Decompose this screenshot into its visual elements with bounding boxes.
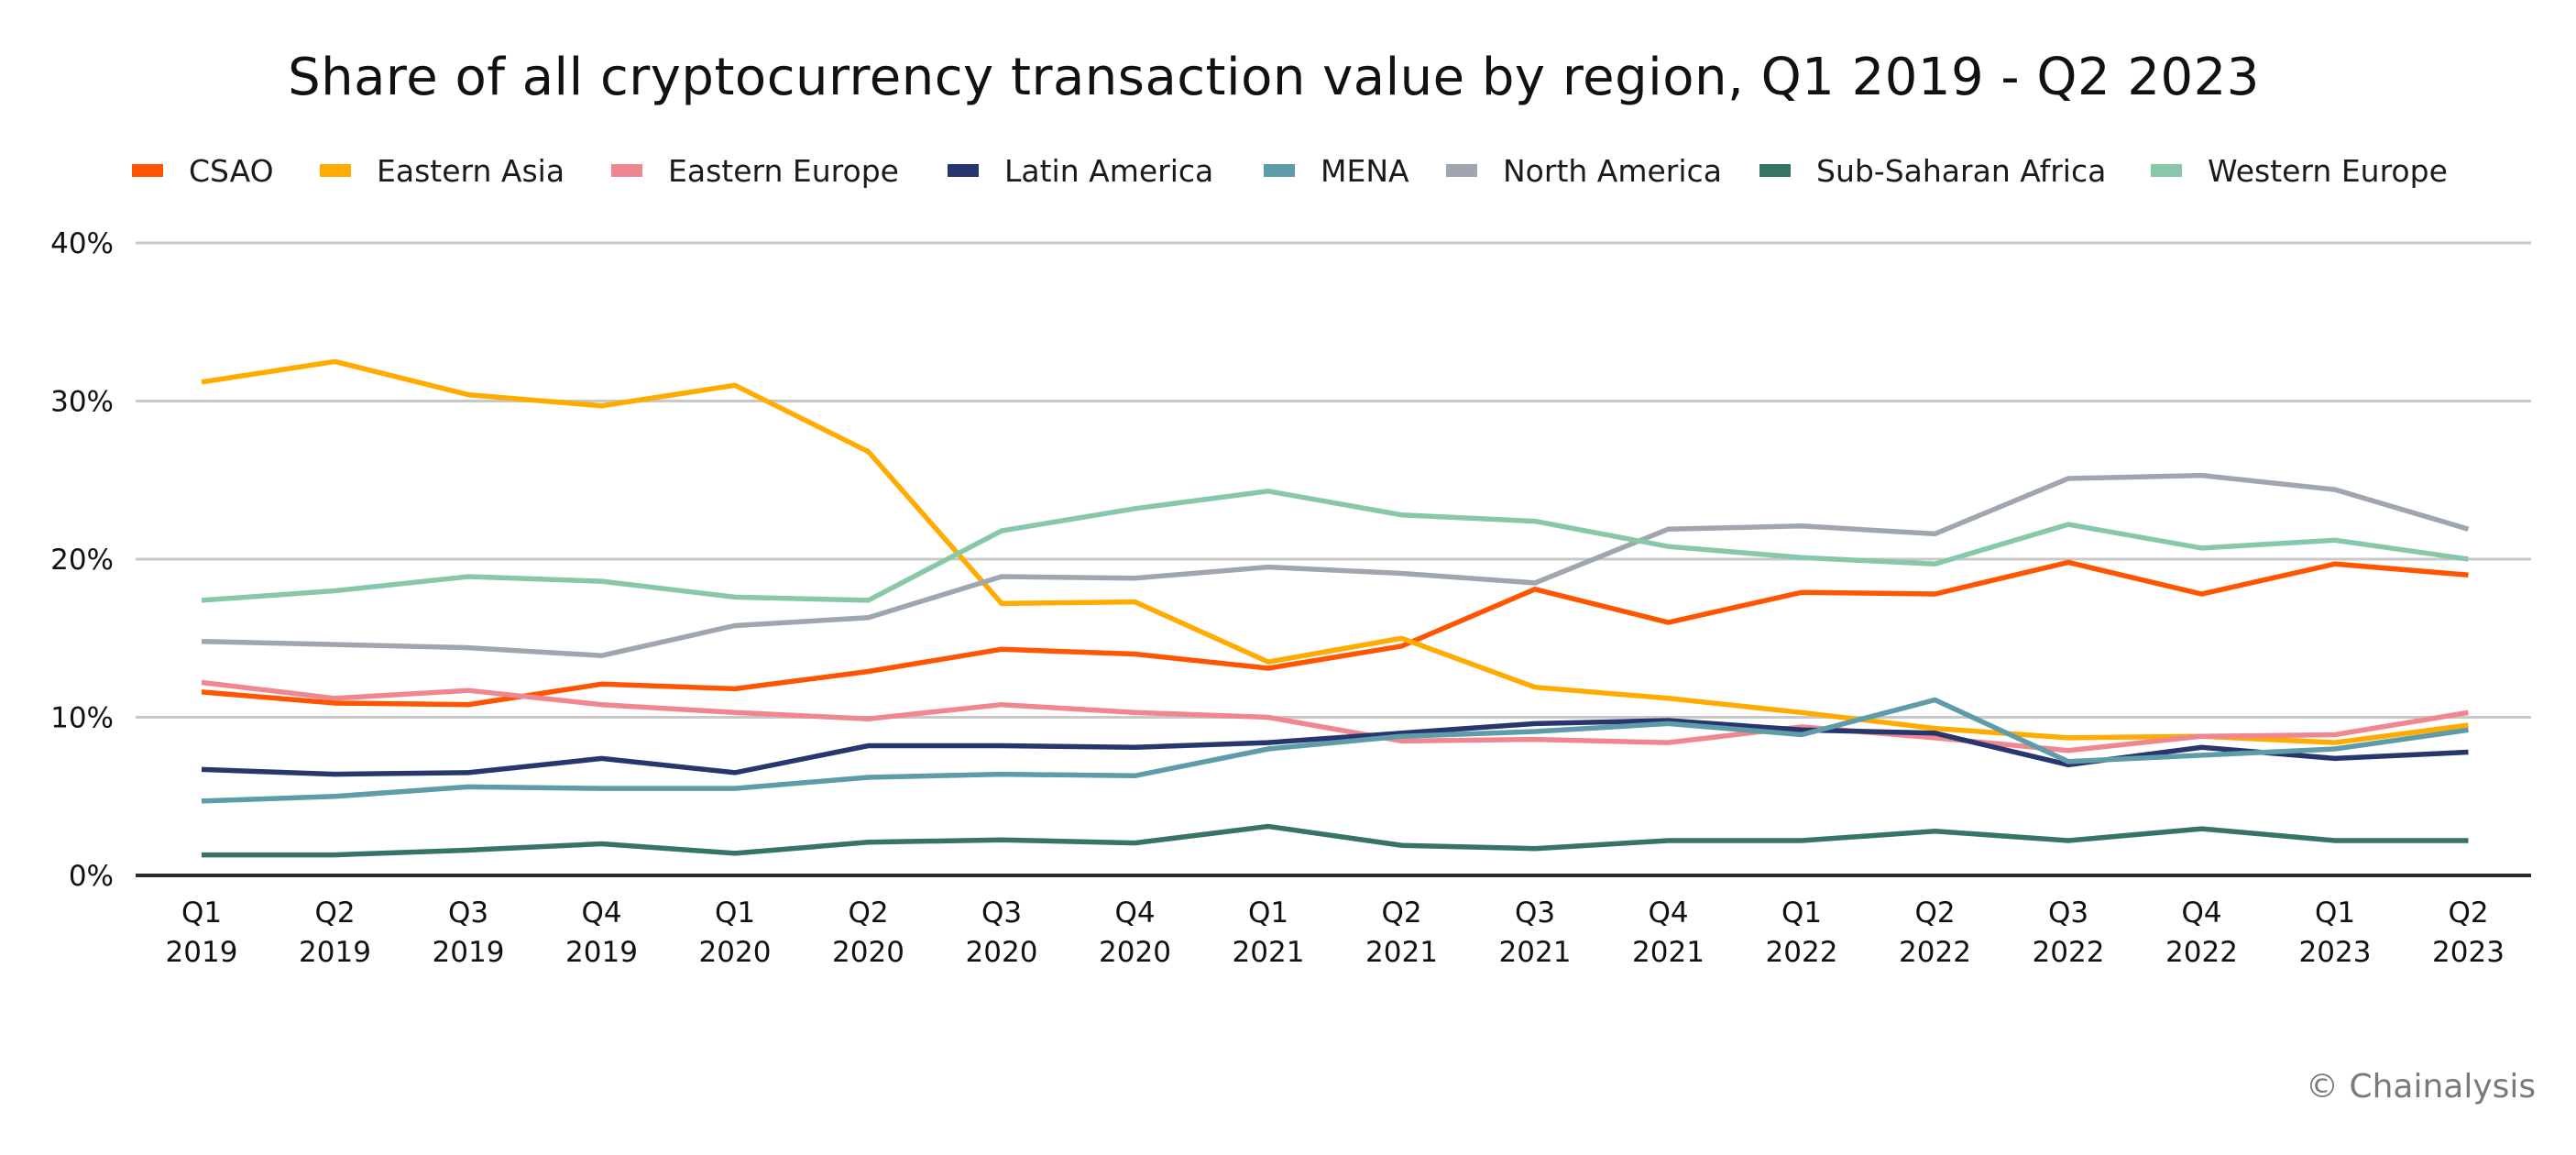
legend-item-mena[interactable]: MENA bbox=[1264, 150, 1409, 191]
legend-item-north-america[interactable]: North America bbox=[1446, 150, 1722, 191]
x-tick-label: Q4 2022 bbox=[2165, 896, 2238, 969]
y-tick-label: 10% bbox=[50, 702, 114, 735]
y-tick-label: 30% bbox=[50, 386, 114, 419]
x-tick-label: Q3 2020 bbox=[966, 896, 1038, 969]
legend-label: CSAO bbox=[189, 152, 274, 189]
gridlines bbox=[136, 241, 2531, 719]
legend-label: Eastern Europe bbox=[668, 152, 899, 189]
legend-item-eastern-europe[interactable]: Eastern Europe bbox=[611, 150, 899, 191]
legend-label: MENA bbox=[1321, 152, 1409, 189]
x-tick-label: Q2 2021 bbox=[1365, 896, 1438, 969]
legend-item-csao[interactable]: CSAO bbox=[132, 150, 274, 191]
legend-label: Eastern Asia bbox=[377, 152, 565, 189]
x-tick-label: Q1 2021 bbox=[1233, 896, 1305, 969]
x-tick-label: Q2 2023 bbox=[2432, 896, 2505, 969]
legend-item-latin-america[interactable]: Latin America bbox=[948, 150, 1213, 191]
x-tick-label: Q1 2019 bbox=[166, 896, 238, 969]
legend-swatch bbox=[1446, 164, 1477, 177]
x-tick-label: Q3 2022 bbox=[2033, 896, 2105, 969]
x-tick-label: Q2 2019 bbox=[299, 896, 371, 969]
series-line-mena bbox=[201, 697, 2469, 804]
x-tick-label: Q2 2020 bbox=[832, 896, 904, 969]
series-lines bbox=[201, 358, 2470, 858]
legend-label: Sub-Saharan Africa bbox=[1816, 152, 2107, 189]
legend-swatch bbox=[611, 164, 642, 177]
copyright-text: © Chainalysis bbox=[2306, 1068, 2537, 1106]
y-tick-label: 40% bbox=[50, 227, 114, 260]
x-tick-label: Q3 2021 bbox=[1499, 896, 1572, 969]
legend-swatch bbox=[132, 164, 163, 177]
series-line-csao bbox=[201, 559, 2469, 708]
x-tick-label: Q4 2021 bbox=[1632, 896, 1705, 969]
series-line-eastern-asia bbox=[201, 358, 2469, 745]
x-tick-label: Q4 2019 bbox=[565, 896, 638, 969]
legend-swatch bbox=[2151, 164, 2182, 177]
x-tick-label: Q1 2020 bbox=[699, 896, 772, 969]
x-tick-label: Q3 2019 bbox=[433, 896, 505, 969]
legend-label: North America bbox=[1503, 152, 1722, 189]
legend-swatch bbox=[948, 164, 979, 177]
x-tick-label: Q1 2022 bbox=[1766, 896, 1838, 969]
legend-label: Latin America bbox=[1004, 152, 1214, 189]
series-line-north-america bbox=[201, 472, 2470, 658]
legend-item-western-europe[interactable]: Western Europe bbox=[2151, 150, 2448, 191]
x-tick-label: Q4 2020 bbox=[1099, 896, 1171, 969]
y-tick-label: 0% bbox=[69, 860, 114, 893]
x-axis-ticks: Q1 2019 Q2 2019 Q3 2019 Q4 2019 Q1 2020 Q2 2020 Q3 20… bbox=[166, 896, 2505, 969]
legend-item-sub-saharan-africa[interactable]: Sub-Saharan Africa bbox=[1759, 150, 2106, 191]
series-line-western-europe bbox=[201, 489, 2469, 603]
series-line-eastern-europe bbox=[201, 679, 2469, 754]
legend-label: Western Europe bbox=[2208, 152, 2448, 189]
series-line-sub-saharan-africa bbox=[202, 823, 2469, 858]
y-axis-ticks: 0% 10% 20% 30% 40% bbox=[50, 227, 114, 893]
legend-swatch bbox=[320, 164, 351, 177]
x-tick-label: Q1 2023 bbox=[2299, 896, 2372, 969]
legend-swatch bbox=[1264, 164, 1295, 177]
legend-item-eastern-asia[interactable]: Eastern Asia bbox=[320, 150, 565, 191]
legend-swatch bbox=[1759, 164, 1791, 177]
chart-title: Share of all cryptocurrency transaction … bbox=[288, 48, 2260, 107]
x-tick-label: Q2 2022 bbox=[1899, 896, 1971, 969]
y-tick-label: 20% bbox=[50, 544, 114, 577]
